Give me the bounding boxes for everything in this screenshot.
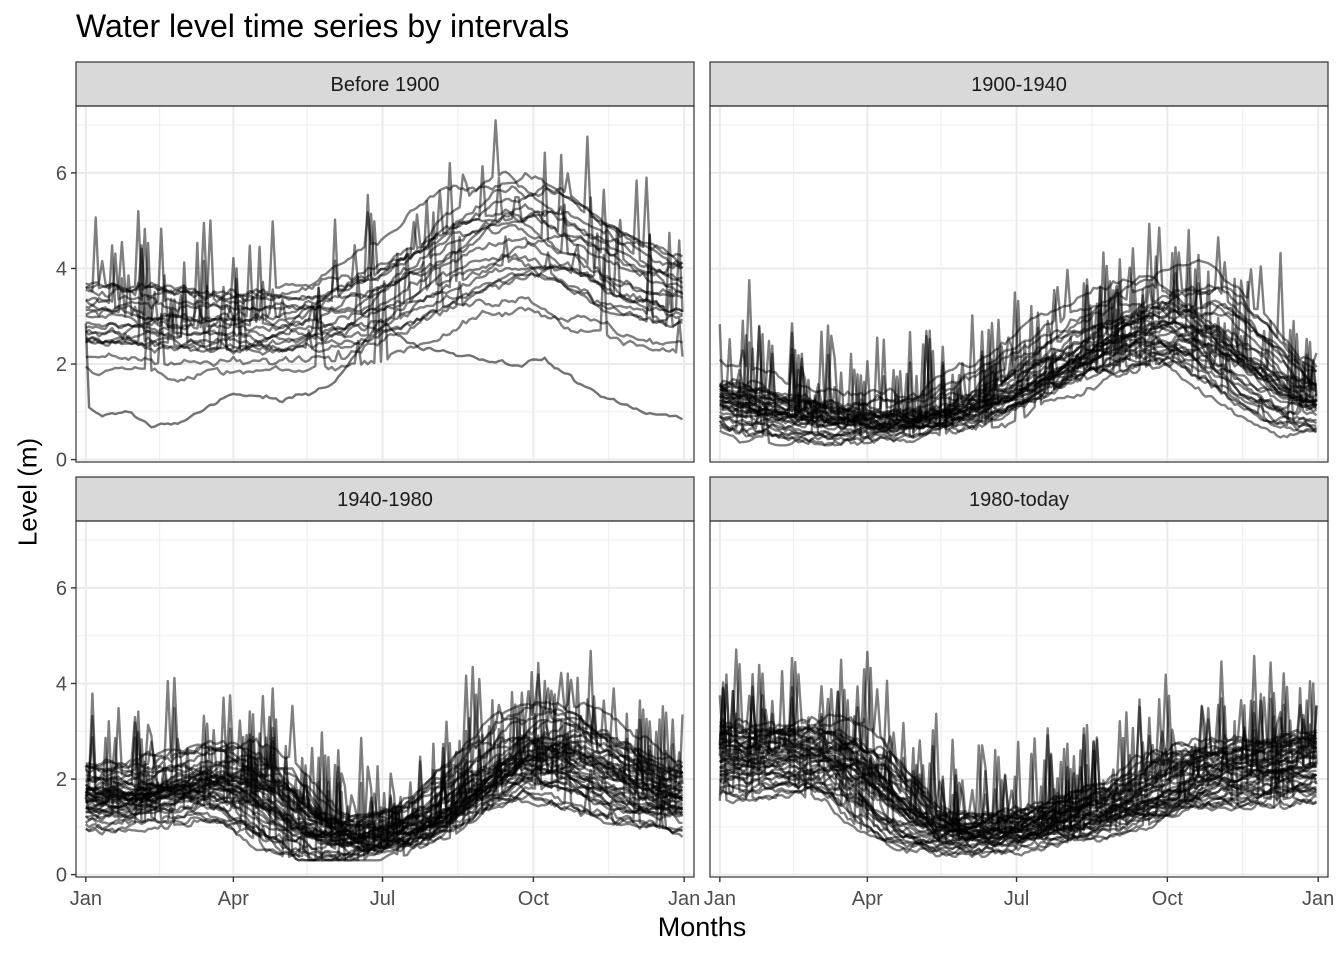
series-line	[85, 218, 684, 337]
facet-strip-label: 1980-today	[969, 489, 1069, 511]
x-tick-label: Apr	[218, 888, 249, 910]
series-group	[718, 222, 1318, 447]
series-line	[718, 716, 1318, 858]
series-line	[85, 679, 684, 832]
series-line	[718, 685, 1317, 831]
y-tick-label: 0	[56, 865, 67, 887]
panel-before-1900: Before 1900 0 2 4 6	[56, 61, 695, 472]
series-line	[85, 694, 683, 829]
series-line	[85, 203, 684, 331]
series-line	[719, 766, 1318, 842]
series-line	[84, 210, 683, 313]
series-line	[719, 697, 1317, 837]
series-group	[718, 648, 1318, 859]
series-line	[85, 717, 684, 851]
panel-1980-today: 1980-today Jan Apr Jul Oct Jan	[704, 476, 1334, 910]
panel-border	[75, 520, 695, 878]
series-line	[719, 285, 1318, 427]
panel-border	[75, 105, 695, 463]
panel-border	[709, 520, 1329, 878]
x-tick-label: Jan	[668, 888, 700, 910]
series-line	[85, 672, 683, 840]
panel-1940-1980: 1940-1980 0 2 4 6 Jan Apr Jul Oct Jan	[56, 476, 700, 910]
facet-strip	[709, 476, 1329, 522]
series-line	[85, 693, 683, 836]
x-tick-label: Jul	[1004, 888, 1030, 910]
series-line	[85, 151, 683, 327]
series-line	[85, 694, 683, 832]
series-line	[719, 660, 1318, 829]
series-line	[719, 660, 1318, 822]
series-line	[719, 756, 1318, 840]
series-line	[719, 246, 1318, 423]
series-line	[84, 318, 684, 429]
series-line	[85, 211, 684, 355]
y-tick-label: 6	[56, 578, 67, 600]
facet-strip	[709, 61, 1329, 107]
x-tick-label: Oct	[1152, 888, 1184, 910]
series-line	[719, 352, 1317, 444]
facet-strip	[75, 476, 695, 522]
panel-1900-1940: 1900-1940	[709, 61, 1329, 463]
series-line	[719, 733, 1318, 845]
x-tick-label: Apr	[852, 888, 883, 910]
y-tick-label: 4	[56, 673, 67, 695]
y-tick-label: 2	[56, 354, 67, 376]
x-tick-label: Jan	[1302, 888, 1334, 910]
series-line	[85, 119, 684, 301]
facet-strip-label: 1900-1940	[971, 74, 1067, 96]
series-group	[84, 119, 684, 429]
y-tick-label: 6	[56, 163, 67, 185]
series-line	[719, 696, 1317, 838]
x-tick-label: Oct	[518, 888, 550, 910]
series-line	[719, 705, 1318, 849]
y-tick-label: 4	[56, 258, 67, 280]
series-line	[85, 691, 684, 846]
x-tick-label: Jul	[370, 888, 396, 910]
series-line	[719, 291, 1317, 421]
series-line	[718, 258, 1317, 422]
series-line	[85, 253, 684, 383]
series-line	[84, 693, 683, 838]
series-line	[719, 308, 1317, 429]
x-axis-label: Months	[657, 912, 747, 942]
series-line	[85, 671, 684, 822]
y-tick-label: 0	[56, 450, 67, 472]
series-group	[84, 649, 684, 862]
chart-title: Water level time series by intervals	[76, 8, 570, 44]
series-line	[85, 267, 684, 368]
series-line	[85, 228, 684, 353]
series-line	[85, 748, 684, 862]
series-line	[85, 209, 684, 328]
series-line	[719, 357, 1317, 447]
series-line	[718, 299, 1317, 437]
series-line	[719, 683, 1318, 828]
x-tick-label: Jan	[704, 888, 736, 910]
series-line	[718, 658, 1317, 834]
panel-border	[709, 105, 1329, 463]
series-line	[719, 712, 1317, 858]
x-tick-label: Jan	[70, 888, 102, 910]
facet-strip-label: 1940-1980	[337, 489, 433, 511]
facet-strip-label: Before 1900	[331, 74, 440, 96]
y-tick-label: 2	[56, 769, 67, 791]
series-line	[85, 171, 683, 302]
